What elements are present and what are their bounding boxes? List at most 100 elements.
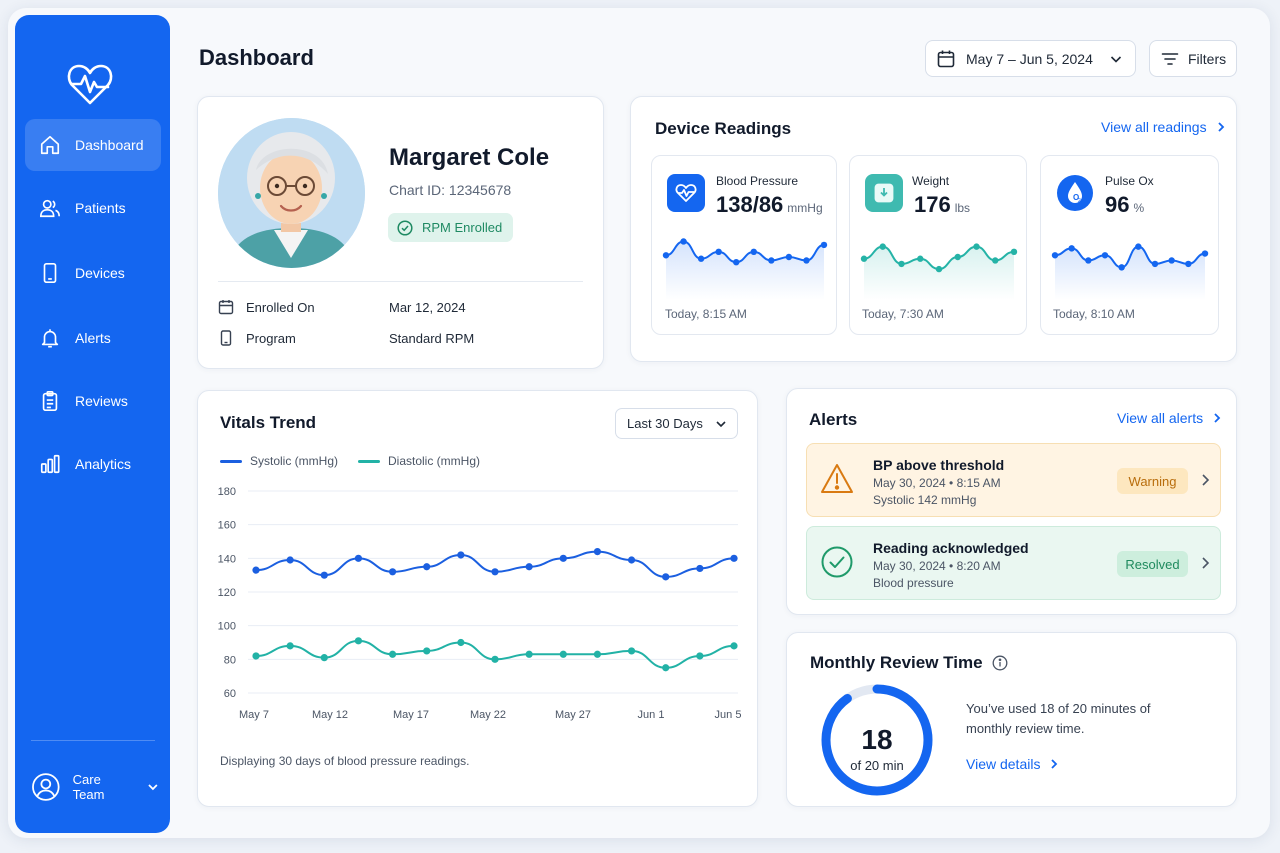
sparkline-point xyxy=(973,243,980,250)
user-menu[interactable]: Care Team xyxy=(31,757,159,817)
alert-item-warning[interactable]: BP above threshold May 30, 2024 • 8:15 A… xyxy=(806,443,1221,517)
range-value: Last 30 Days xyxy=(627,416,703,431)
page-title: Dashboard xyxy=(199,45,314,70)
data-point xyxy=(593,548,602,556)
blood-pressure-card[interactable]: Blood Pressure 138/86 mmHg Today, 8:15 AM xyxy=(651,155,837,335)
patient-card: Margaret Cole Chart ID: 12345678 RPM Enr… xyxy=(197,96,604,369)
data-point xyxy=(252,652,260,660)
rpm-badge-label: RPM Enrolled xyxy=(422,220,503,235)
check-circle-icon xyxy=(821,546,853,578)
alert-meta: May 30, 2024 • 8:20 AM xyxy=(873,559,1001,573)
sparkline-point xyxy=(1085,257,1092,264)
data-point xyxy=(662,573,670,581)
chevron-right-icon xyxy=(1051,759,1058,769)
patient-portrait-illustration xyxy=(218,118,365,268)
sidebar-item-label: Analytics xyxy=(75,456,132,472)
review-progress-arc xyxy=(821,684,933,796)
sparkline-point xyxy=(715,248,722,256)
x-tick-label: May 17 xyxy=(393,709,429,721)
legend-systolic-label: Systolic (mmHg) xyxy=(250,454,339,468)
sparkline-area xyxy=(864,246,1014,300)
data-point xyxy=(457,551,465,559)
enrolled-label: Enrolled On xyxy=(246,299,315,315)
bp-unit: mmHg xyxy=(787,201,823,215)
data-point xyxy=(491,655,499,663)
vitals-footnote: Displaying 30 days of blood pressure rea… xyxy=(220,754,470,768)
alert-desc: Blood pressure xyxy=(873,576,954,590)
filters-label: Filters xyxy=(1188,50,1227,67)
sidebar-item-devices[interactable]: Devices xyxy=(25,247,161,299)
data-point xyxy=(320,654,328,662)
data-point xyxy=(525,563,533,571)
monthly-review-title: Monthly Review Time xyxy=(810,653,983,672)
alert-desc: Systolic 142 mmHg xyxy=(873,493,977,507)
patient-card-divider xyxy=(218,281,583,282)
data-point xyxy=(388,568,397,576)
rpm-enrolled-badge: RPM Enrolled xyxy=(388,213,513,242)
legend-systolic: Systolic (mmHg) xyxy=(220,454,338,468)
pulse-ox-value: 96 xyxy=(1105,192,1130,217)
device-time: Today, 7:30 AM xyxy=(862,307,944,321)
sparkline-point xyxy=(803,257,810,264)
sidebar-item-analytics[interactable]: Analytics xyxy=(25,438,161,490)
sidebar-item-label: Reviews xyxy=(75,393,128,409)
range-select[interactable]: Last 30 Days xyxy=(615,408,738,439)
x-tick-label: May 27 xyxy=(555,709,591,721)
device-value: 96% xyxy=(1105,192,1144,218)
alert-title: BP above threshold xyxy=(873,457,1005,473)
sidebar-item-alerts[interactable]: Alerts xyxy=(25,312,161,364)
sparkline-line xyxy=(665,240,825,264)
sparkline-point xyxy=(935,265,943,273)
x-tick-label: Jun 5 xyxy=(715,709,742,721)
data-point xyxy=(627,556,636,564)
sparkline-point xyxy=(785,253,793,261)
filters-button[interactable]: Filters xyxy=(1149,40,1237,77)
sidebar-item-reviews[interactable]: Reviews xyxy=(25,375,161,427)
data-point xyxy=(286,556,294,564)
sidebar-item-dashboard[interactable]: Dashboard xyxy=(25,119,161,171)
alerts-card: Alerts View all alerts BP above threshol… xyxy=(786,388,1237,615)
bell-icon xyxy=(41,329,59,348)
x-tick-label: May 22 xyxy=(470,709,506,721)
review-total-label: of 20 min xyxy=(850,758,903,773)
info-icon[interactable] xyxy=(992,655,1008,671)
y-tick-label: 160 xyxy=(218,520,236,532)
vitals-trend-title: Vitals Trend xyxy=(220,413,317,432)
sparkline-point xyxy=(992,257,999,264)
device-value: 138/86 mmHg xyxy=(716,192,823,218)
view-details-label: View details xyxy=(966,756,1041,772)
chevron-right-icon xyxy=(1214,413,1221,423)
data-point xyxy=(320,571,328,579)
sparkline-point xyxy=(1051,252,1059,259)
home-icon xyxy=(40,135,60,155)
sidebar: Dashboard Patients Devices Alerts Review… xyxy=(15,15,170,833)
sidebar-item-patients[interactable]: Patients xyxy=(25,182,161,234)
device-time: Today, 8:15 AM xyxy=(665,307,747,321)
alert-meta: May 30, 2024 • 8:15 AM xyxy=(873,476,1001,490)
y-tick-label: 60 xyxy=(224,688,236,700)
patient-name: Margaret Cole xyxy=(389,144,550,171)
heart-pulse-icon xyxy=(667,174,705,212)
review-description: You’ve used 18 of 20 minutes of monthly … xyxy=(966,701,1151,736)
weight-unit: lbs xyxy=(954,201,971,215)
calendar-icon xyxy=(218,300,234,315)
view-all-readings-link[interactable]: View all readings xyxy=(1101,119,1227,135)
chevron-down-icon xyxy=(148,784,158,791)
users-icon xyxy=(40,199,60,218)
view-all-alerts-link[interactable]: View all alerts xyxy=(1117,410,1223,426)
sparkline-point xyxy=(733,258,740,266)
check-circle-icon xyxy=(397,219,413,236)
enrolled-value: Mar 12, 2024 xyxy=(389,300,466,315)
pulse-ox-sparkline xyxy=(1051,243,1209,300)
weight-value: 176 xyxy=(914,192,951,217)
date-range-picker[interactable]: May 7 – Jun 5, 2024 xyxy=(925,40,1136,77)
sparkline-point xyxy=(662,252,670,259)
view-details-link[interactable]: View details xyxy=(966,756,1060,772)
sparkline-point xyxy=(750,248,757,256)
data-point xyxy=(730,554,738,562)
alert-item-resolved[interactable]: Reading acknowledged May 30, 2024 • 8:20… xyxy=(806,526,1221,600)
weight-card[interactable]: Weight 176 lbs Today, 7:30 AM xyxy=(849,155,1027,335)
bar-chart-icon xyxy=(40,454,60,474)
